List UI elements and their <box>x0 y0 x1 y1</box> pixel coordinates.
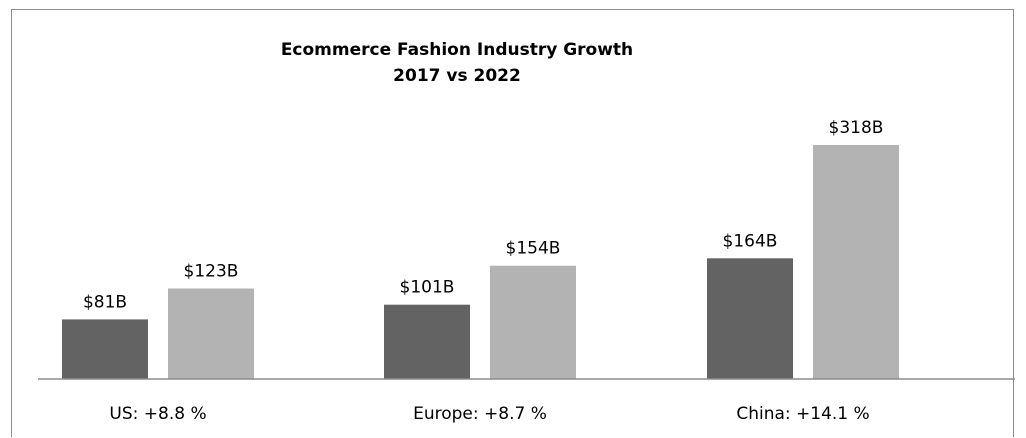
data-label-series2-1: $123B <box>184 262 239 282</box>
category-label-2: Europe: +8.7 % <box>413 404 547 424</box>
data-label-series1-2: $101B <box>400 278 455 298</box>
bar-series1-3 <box>707 258 793 379</box>
bar-series1-2 <box>384 304 470 379</box>
category-label-1: US: +8.8 % <box>109 404 206 424</box>
bar-series1-1 <box>62 319 148 379</box>
chart-frame: Ecommerce Fashion Industry Growth 2017 v… <box>11 9 1015 437</box>
chart-title: Ecommerce Fashion Industry Growth <box>281 40 633 60</box>
bar-series2-3 <box>813 145 899 379</box>
bar-chart: Ecommerce Fashion Industry Growth 2017 v… <box>38 40 1015 424</box>
data-label-series1-1: $81B <box>83 292 127 312</box>
category-label-3: China: +14.1 % <box>736 404 869 424</box>
bars-layer <box>62 145 899 379</box>
bar-series2-1 <box>168 288 254 379</box>
data-label-series1-3: $164B <box>723 231 778 251</box>
bar-series2-2 <box>490 265 576 379</box>
labels-layer: $81B $123B US: +8.8 % $101B $154B Europe: +8.… <box>83 118 884 424</box>
data-label-series2-2: $154B <box>506 239 561 259</box>
chart-subtitle: 2017 vs 2022 <box>393 66 521 86</box>
data-label-series2-3: $318B <box>829 118 884 138</box>
